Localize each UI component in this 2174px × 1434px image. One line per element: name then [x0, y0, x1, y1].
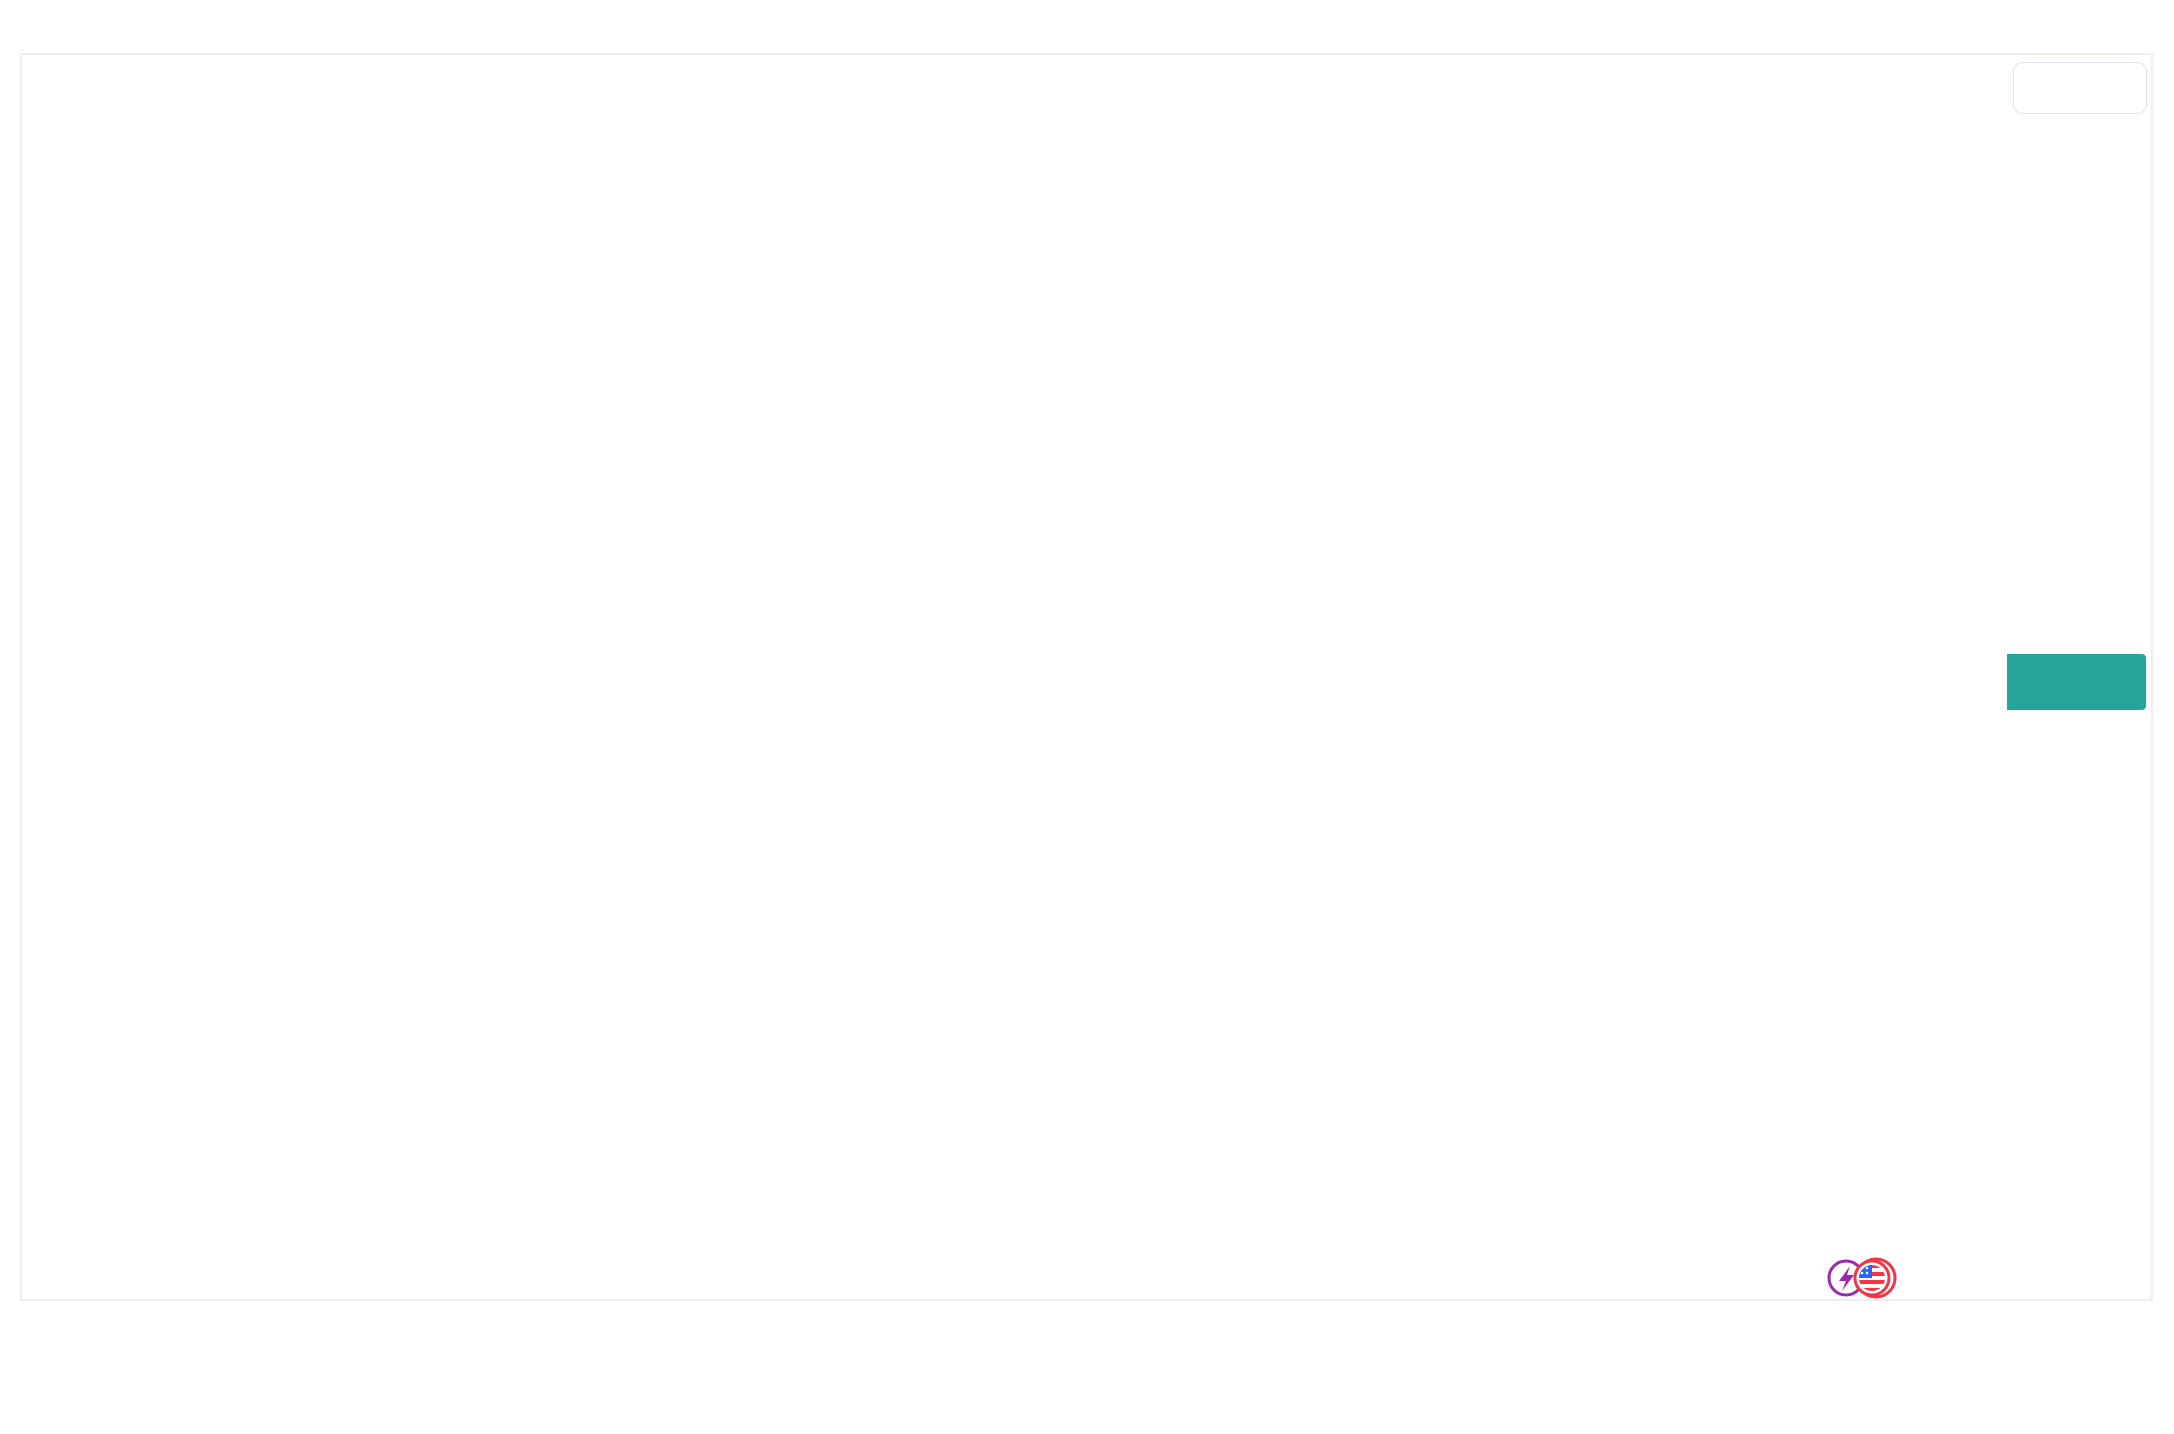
us-economic-event-icon[interactable] [1853, 1257, 1897, 1299]
last-price-badge [2007, 654, 2146, 710]
event-markers[interactable] [1826, 1256, 1936, 1300]
currency-unit-button[interactable] [2013, 62, 2147, 114]
earnings-event-icon[interactable] [1827, 1259, 1865, 1297]
chart-frame [20, 53, 2153, 1301]
